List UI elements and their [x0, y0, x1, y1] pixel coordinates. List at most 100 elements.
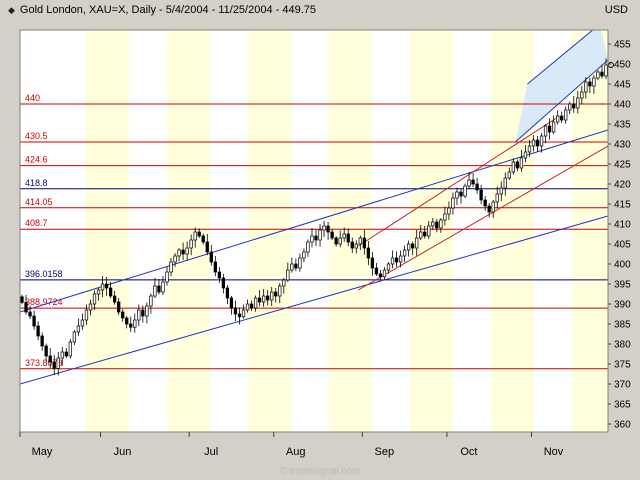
- candle-body: [32, 315, 36, 327]
- nov-channel-upper: [527, 30, 594, 85]
- chart-titlebar: ◆ Gold London, XAU=X, Daily - 5/4/2004 -…: [0, 0, 640, 20]
- candle-body: [189, 239, 193, 249]
- candle-body: [302, 251, 306, 259]
- candle-body: [253, 297, 258, 309]
- candle-body: [394, 257, 399, 263]
- price-tick-label: 405: [614, 240, 631, 251]
- nov-channel-lower: [515, 59, 608, 143]
- candle-body: [366, 247, 371, 259]
- candle-body: [539, 135, 544, 147]
- candle-body: [52, 361, 56, 369]
- candle-body: [310, 235, 314, 243]
- candle-body: [499, 187, 503, 195]
- candle-body: [237, 313, 242, 318]
- price-tick-label: 400: [614, 260, 631, 271]
- month-label: Jun: [114, 446, 132, 458]
- candle-body: [161, 281, 165, 293]
- candle-body: [576, 97, 580, 109]
- price-tick-label: 435: [614, 120, 631, 131]
- candle-body: [96, 289, 101, 295]
- price-tick-label: 425: [614, 160, 631, 171]
- candle-body: [495, 193, 499, 203]
- candle-body: [592, 77, 596, 87]
- candle-body: [229, 297, 234, 309]
- candle-body: [427, 225, 431, 237]
- nov-channel-fill: [515, 30, 608, 142]
- candle-body: [278, 285, 282, 297]
- candle-body: [20, 296, 24, 303]
- sr-line-label: 414.05: [25, 197, 53, 207]
- candle-body: [503, 177, 507, 189]
- last-price-marker: [608, 62, 614, 68]
- candle-body: [28, 311, 32, 317]
- candle-body: [56, 357, 60, 369]
- sep-channel-upper: [358, 115, 560, 247]
- candle-body: [169, 261, 173, 273]
- sr-line-label: 424.6: [25, 155, 48, 165]
- candle-body: [519, 157, 524, 169]
- candle-body: [117, 301, 121, 313]
- sr-line-label: 373.8073: [25, 358, 63, 368]
- candle-body: [125, 317, 129, 325]
- candle-body: [241, 309, 246, 318]
- candle-body: [76, 325, 81, 333]
- month-label: Sep: [375, 446, 395, 458]
- candle-body: [604, 64, 608, 77]
- candle-body: [362, 237, 366, 249]
- candle-body: [419, 231, 423, 239]
- candle-body: [286, 269, 290, 281]
- month-stripes: [86, 30, 608, 432]
- sr-line-label: 388.9724: [25, 297, 63, 307]
- candle-body: [382, 269, 387, 278]
- candle-body: [201, 235, 205, 243]
- candle-body: [572, 103, 576, 109]
- candle-body: [129, 323, 133, 328]
- watermark: © tradesignal.com: [279, 466, 361, 477]
- price-tick-label: 370: [614, 380, 631, 391]
- candle-body: [439, 219, 443, 229]
- main-channel-upper: [20, 129, 608, 313]
- candle-body: [177, 249, 181, 257]
- candle-body: [568, 103, 572, 111]
- candle-body: [527, 145, 532, 153]
- candle-body: [213, 261, 217, 273]
- candle-body: [467, 179, 471, 187]
- candle-body: [153, 285, 157, 297]
- candle-body: [596, 71, 600, 79]
- candle-body: [48, 355, 52, 363]
- candle-body: [266, 295, 270, 301]
- candle-body: [92, 293, 97, 305]
- price-tick-label: 420: [614, 180, 631, 191]
- sr-line-label: 430.5: [25, 131, 48, 141]
- candle-body: [515, 161, 520, 169]
- candle-body: [149, 295, 153, 307]
- candle-body: [274, 291, 278, 297]
- candle-body: [157, 285, 161, 293]
- candle-body: [560, 115, 564, 121]
- candle-body: [225, 287, 230, 299]
- candle-body: [165, 271, 169, 283]
- candle-body: [459, 191, 463, 197]
- candle-body: [507, 171, 511, 179]
- price-tick-label: 380: [614, 340, 631, 351]
- candle-body: [330, 231, 334, 239]
- sr-line-label: 440: [25, 93, 40, 103]
- candle-body: [483, 199, 487, 207]
- month-label: May: [32, 446, 53, 458]
- candle-body: [346, 233, 350, 243]
- candle-body: [431, 221, 435, 227]
- candle-body: [245, 303, 250, 311]
- candle-body: [463, 185, 467, 197]
- candle-body: [217, 271, 222, 279]
- price-axis: 360 365 370 375 380 385 390 395 400 405 410 415 420 4…: [608, 40, 631, 431]
- candle-body: [479, 189, 483, 201]
- price-tick-label: 385: [614, 320, 631, 331]
- support-resistance-lines: 440 430.5 424.6 418.8 414.05 408.7 396.0158 388…: [20, 93, 608, 370]
- candle-body: [543, 125, 548, 137]
- candle-body: [193, 231, 197, 241]
- candle-body: [24, 302, 28, 313]
- candle-body: [390, 257, 395, 265]
- sr-line-label: 418.8: [25, 178, 48, 188]
- candle-body: [600, 71, 604, 77]
